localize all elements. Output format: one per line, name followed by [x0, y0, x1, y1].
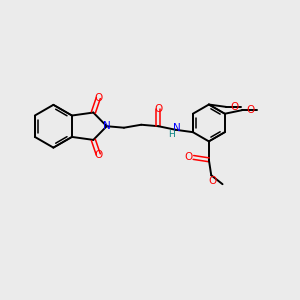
- Text: O: O: [94, 149, 103, 160]
- Text: O: O: [154, 104, 163, 114]
- Text: O: O: [247, 105, 255, 115]
- Text: O: O: [208, 176, 216, 186]
- Text: O: O: [184, 152, 192, 162]
- Text: N: N: [173, 123, 180, 133]
- Text: N: N: [103, 121, 111, 131]
- Text: O: O: [231, 102, 239, 112]
- Text: O: O: [94, 93, 103, 103]
- Text: H: H: [168, 130, 175, 139]
